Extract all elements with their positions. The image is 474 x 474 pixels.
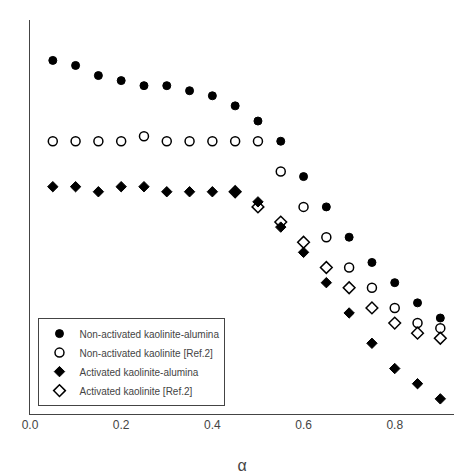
svg-text:Activated kaolinite-alumina: Activated kaolinite-alumina [79, 367, 198, 378]
svg-text:α: α [237, 457, 246, 474]
svg-text:0.2: 0.2 [113, 418, 130, 432]
svg-text:Non-activated kaolinite-alumin: Non-activated kaolinite-alumina [79, 329, 219, 340]
svg-text:0.4: 0.4 [204, 418, 221, 432]
svg-text:Non-activated kaolinite [Ref.2: Non-activated kaolinite [Ref.2] [79, 348, 213, 359]
svg-text:0.0: 0.0 [22, 418, 39, 432]
svg-text:Activated kaolinite [Ref.2]: Activated kaolinite [Ref.2] [79, 386, 192, 397]
svg-text:0.6: 0.6 [295, 418, 312, 432]
svg-text:0.8: 0.8 [386, 418, 403, 432]
